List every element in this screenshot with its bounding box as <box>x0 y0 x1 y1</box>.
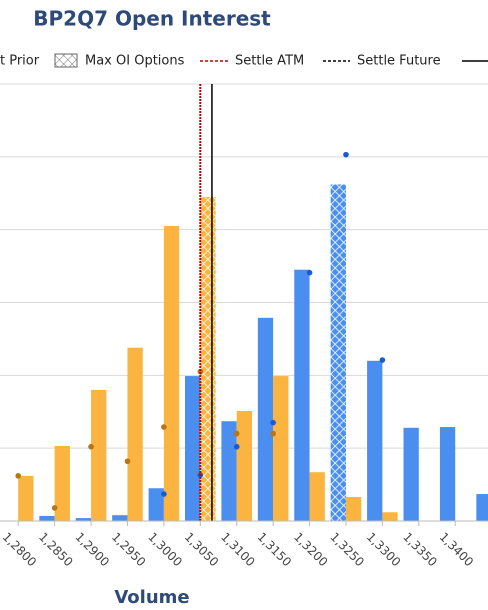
prior-dot <box>51 505 58 511</box>
prior-dot <box>270 419 276 426</box>
prior-dot <box>233 430 240 437</box>
prior-dot <box>306 269 313 276</box>
x-tick-label: 1,2950 <box>109 530 149 570</box>
bar <box>148 488 164 521</box>
chart-title: BP2Q7 Open Interest <box>33 7 271 31</box>
x-tick-label: 1,3200 <box>291 530 331 570</box>
bar <box>476 494 488 521</box>
x-tick-label: 1,3400 <box>437 530 477 570</box>
x-tick-label: 1,3150 <box>255 530 295 570</box>
bar <box>221 421 237 521</box>
bar <box>112 515 128 521</box>
x-tick-label: 1,3300 <box>364 530 404 570</box>
bar <box>309 472 325 521</box>
bar <box>163 226 180 521</box>
bar <box>91 389 107 521</box>
x-tick-label: 1,3000 <box>145 530 185 570</box>
bar <box>200 196 216 521</box>
bar <box>127 347 143 521</box>
x-tick-label: 1,3350 <box>400 530 440 570</box>
legend-label: Settle ATM <box>235 54 304 69</box>
legend-label: t Prior <box>0 54 40 69</box>
prior-dot <box>161 491 167 497</box>
x-tick-label: 1,2850 <box>36 530 76 570</box>
x-tick-label: 1,2800 <box>0 530 39 570</box>
bar <box>273 376 289 521</box>
legend-swatch <box>54 53 78 68</box>
x-axis-label: Volume <box>114 587 189 608</box>
bar <box>54 445 70 521</box>
prior-dot <box>233 443 240 450</box>
prior-dot <box>197 368 204 375</box>
prior-dot <box>270 430 276 437</box>
prior-dot <box>379 357 386 363</box>
prior-dot <box>343 151 349 158</box>
bar <box>330 184 346 521</box>
x-tick-label: 1,2900 <box>72 530 112 570</box>
bar <box>39 515 55 521</box>
bar <box>185 376 201 521</box>
prior-dot <box>88 443 94 450</box>
prior-dot <box>124 458 131 465</box>
bar <box>294 269 310 521</box>
bar <box>382 512 398 521</box>
bar <box>439 427 456 521</box>
prior-dot <box>161 424 167 430</box>
bar <box>403 427 419 521</box>
bar <box>345 496 362 521</box>
bar <box>236 411 253 521</box>
bar <box>18 475 34 521</box>
legend: t Prior Max OI Options Settle ATM Settle… <box>0 53 488 69</box>
x-tick-label: 1,3100 <box>218 530 258 570</box>
legend-label: Settle Future <box>357 54 441 69</box>
bar <box>257 317 274 521</box>
bar <box>367 360 383 521</box>
prior-dot <box>15 473 22 479</box>
legend-label: Max OI Options <box>85 54 185 69</box>
x-tick-label: 1,3050 <box>182 530 222 570</box>
x-tick-label: 1,3250 <box>327 530 367 570</box>
bar <box>75 518 92 521</box>
